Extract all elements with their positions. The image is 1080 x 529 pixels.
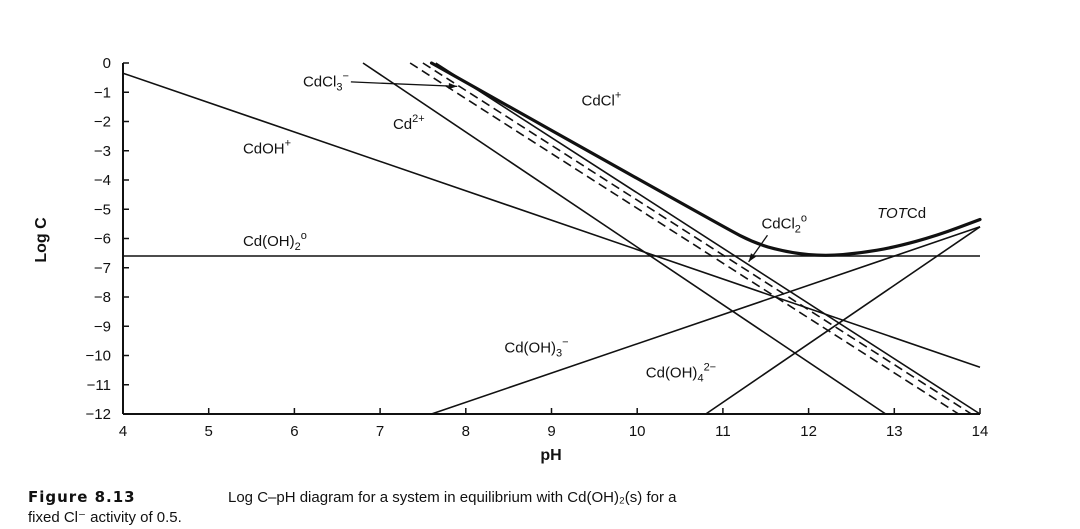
series-line-cd-oh-42 <box>705 226 981 415</box>
caption-line-1: Figure 8.13 Log C–pH diagram for a system… <box>28 487 1068 508</box>
y-tick-label: −4 <box>94 172 111 189</box>
axes: 4 5 6 7 8 9 10 11 12 13 14 0 −1 −2 −3 −4 −5 −6 −7 −8 −9 −10 −1… <box>86 55 989 440</box>
x-tick-label: 5 <box>205 423 213 440</box>
x-tick-label: 13 <box>886 423 903 440</box>
x-tick-label: 6 <box>290 423 298 440</box>
y-tick-label: −11 <box>87 377 111 394</box>
figure-caption: Figure 8.13 Log C–pH diagram for a system… <box>28 487 1068 528</box>
species-labels: CdCl3− Cd2+ CdCl+ CdOH+ CdCl2o TOTCd Cd(OH)2o C… <box>243 70 926 384</box>
caption-text-line1: Log C–pH diagram for a system in equilib… <box>228 489 677 506</box>
label-cdoh4: Cd(OH)42− <box>646 361 716 384</box>
label-cdoh3: Cd(OH)3− <box>504 337 568 360</box>
series-line-cdcl <box>435 62 981 415</box>
x-tick-label: 14 <box>972 423 989 440</box>
figure-number: Figure 8.13 <box>28 488 136 506</box>
x-tick-label: 12 <box>800 423 817 440</box>
x-tick-label: 10 <box>629 423 646 440</box>
x-tick-label: 4 <box>119 423 127 440</box>
y-tick-label: −5 <box>94 201 111 218</box>
series-line-cdoh <box>122 72 981 368</box>
x-tick-label: 7 <box>376 423 384 440</box>
log-c-ph-chart: 4 5 6 7 8 9 10 11 12 13 14 0 −1 −2 −3 −4 −5 −6 −7 −8 −9 −10 −1… <box>33 55 989 464</box>
y-tick-label: 0 <box>103 55 111 72</box>
caption-text-line2: fixed Cl⁻ activity of 0.5. <box>28 509 182 526</box>
label-cdcl: CdCl+ <box>581 89 621 109</box>
series-line-cd2 <box>362 62 887 415</box>
series-line-totcd <box>429 61 982 257</box>
label-totcd: TOTCd <box>877 205 926 222</box>
x-tick-label: 8 <box>462 423 470 440</box>
series-line-cdcl3 <box>409 62 960 415</box>
y-tick-label: −7 <box>94 260 111 277</box>
label-cdoh2: Cd(OH)2o <box>243 230 307 253</box>
y-tick-label: −12 <box>86 406 111 423</box>
arrowhead-cdcl3 <box>448 82 458 90</box>
x-tick-label: 11 <box>715 423 731 440</box>
label-leader-cdcl3 <box>350 81 458 88</box>
label-cdoh: CdOH+ <box>243 138 291 158</box>
x-tick-label: 9 <box>547 423 555 440</box>
y-tick-label: −3 <box>94 143 111 160</box>
y-tick-label: −9 <box>94 318 111 335</box>
y-axis-title: Log C <box>33 217 50 263</box>
x-axis-title: pH <box>540 447 561 464</box>
arrowhead-cdcl2 <box>748 253 757 262</box>
y-tick-label: −6 <box>94 231 111 248</box>
series-line-cdcl2 <box>422 62 972 415</box>
label-cd2: Cd2+ <box>393 113 425 133</box>
label-cdcl2: CdCl2o <box>761 212 807 235</box>
series-line-cd-oh-3 <box>431 226 981 415</box>
series-lines <box>122 61 982 415</box>
y-tick-label: −1 <box>94 84 111 101</box>
y-tick-label: −2 <box>94 114 111 131</box>
label-cdcl3: CdCl3− <box>303 70 349 93</box>
y-tick-label: −10 <box>86 348 111 365</box>
y-tick-label: −8 <box>94 289 111 306</box>
